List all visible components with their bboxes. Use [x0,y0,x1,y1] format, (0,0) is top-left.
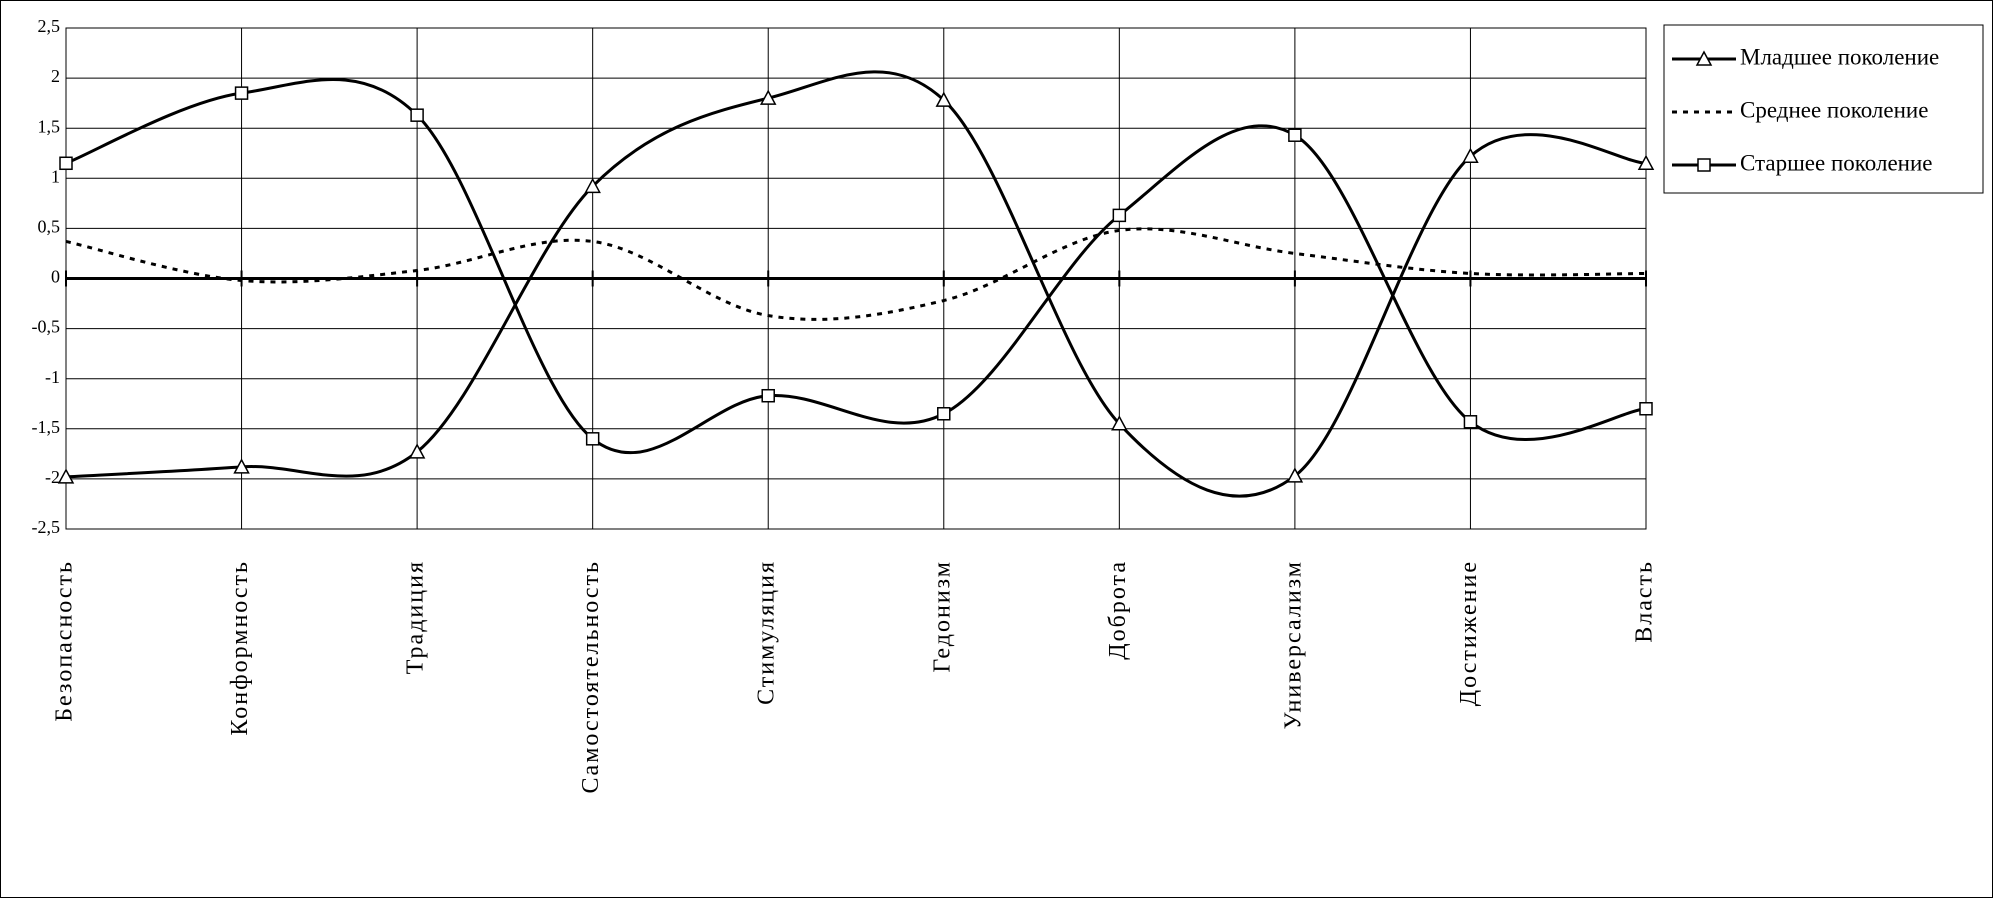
legend-label: Старшее поколение [1740,150,1932,175]
series-line [65,70,1647,498]
y-tick-label: -1 [45,367,60,387]
marker-square [59,156,73,171]
y-tick-label: -2,5 [32,517,61,537]
y-tick-label: 2 [51,66,60,86]
marker-triangle [759,89,777,105]
x-tick-label: Конформность [227,560,253,736]
x-tick-label: Безопасность [52,560,78,722]
x-tick-label: Универсализм [1280,560,1306,729]
marker-triangle [935,91,953,107]
marker-square [585,432,600,446]
marker-square [234,86,249,100]
y-tick-label: 1 [51,166,60,186]
x-tick-label: Стимуляция [754,560,780,705]
marker-triangle [57,468,75,484]
x-tick-label: Самостоятельность [578,560,604,793]
marker-triangle [233,458,250,474]
marker-square [1639,402,1653,416]
marker-square [937,407,951,421]
marker-triangle [1111,415,1128,431]
y-tick-label: -1,5 [32,417,61,437]
marker-square [1463,415,1478,429]
legend-label: Младшее поколение [1740,44,1939,69]
x-tick-label: Традиция [403,560,429,674]
series-line [65,78,1647,455]
marker-triangle [408,443,426,459]
marker-square [410,108,424,122]
marker-square [761,388,775,403]
marker-triangle [584,177,601,194]
marker-square [1112,208,1127,223]
y-tick-label: -2 [45,467,60,487]
x-tick-label: Власть [1632,560,1658,643]
legend-marker [1697,158,1711,172]
marker-square [1288,128,1302,142]
y-tick-label: 0 [51,267,60,287]
x-tick-label: Гедонизм [929,560,955,673]
x-tick-label: Доброта [1105,560,1131,660]
legend-marker [1695,50,1713,66]
y-tick-label: -0,5 [32,317,61,337]
x-tick-label: Достижение [1456,560,1482,706]
y-tick-label: 1,5 [38,116,61,136]
y-tick-label: 2,5 [38,16,61,36]
marker-triangle [1286,467,1304,483]
marker-triangle [1462,147,1479,164]
legend-label: Среднее поколение [1740,97,1928,122]
y-tick-label: 0,5 [38,217,61,237]
marker-triangle [1637,154,1655,171]
